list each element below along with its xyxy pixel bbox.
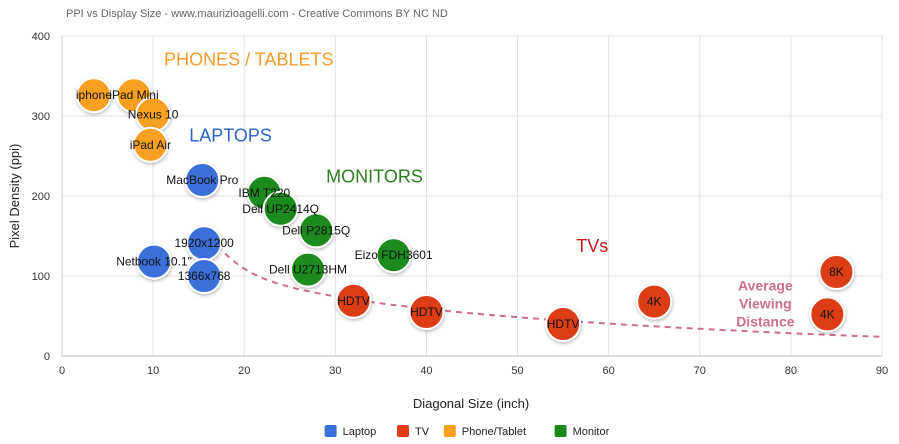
- x-tick-label: 70: [694, 365, 706, 377]
- bubble-label: iPad Mini: [109, 88, 158, 102]
- annotation-tvs: TVs: [576, 236, 608, 256]
- x-tick-label: 0: [59, 365, 65, 377]
- tv-bubble: [809, 296, 846, 333]
- monitor-bubble: [375, 237, 412, 274]
- x-axis-title: Diagonal Size (inch): [413, 396, 529, 411]
- viewing-distance-label-line: Viewing: [739, 295, 792, 311]
- x-tick-label: 30: [329, 365, 341, 377]
- legend: Laptop TV Phone/Tablet Monitor: [324, 425, 610, 438]
- bubble-label: Nexus 10: [128, 107, 179, 121]
- bubble-label: Dell U2713HM: [269, 263, 347, 277]
- bubble-label: 4K: [647, 295, 662, 309]
- viewing-distance-label-line: Average: [738, 277, 793, 293]
- y-tick-label: 0: [44, 351, 50, 363]
- legend-label-phone-tablet: Phone/Tablet: [462, 426, 526, 438]
- bubble-label: Dell UP2414Q: [242, 202, 319, 216]
- x-tick-label: 90: [876, 365, 888, 377]
- phone-tablet-bubble: [132, 126, 169, 163]
- x-tick-label: 10: [147, 365, 159, 377]
- viewing-distance-label: Average Viewing Distance: [736, 277, 795, 329]
- y-axis-title: Pixel Density (ppi): [7, 144, 22, 249]
- viewing-distance-label-line: Distance: [736, 313, 795, 329]
- monitor-bubble: [298, 212, 335, 249]
- laptop-bubble: [136, 243, 173, 280]
- x-tick-label: 20: [238, 365, 250, 377]
- annotation-laptops: LAPTOPS: [189, 126, 272, 146]
- x-tick-label: 80: [785, 365, 797, 377]
- tv-bubble: [335, 282, 372, 319]
- bubble-label: 8K: [829, 265, 844, 279]
- annotation-monitors: MONITORS: [326, 166, 423, 186]
- legend-label-tv: TV: [415, 426, 430, 438]
- bubble-label: 1366x768: [178, 269, 231, 283]
- legend-swatch-phone-tablet: [443, 425, 456, 437]
- tv-bubble: [408, 294, 445, 330]
- bubble-label: Dell P2815Q: [282, 223, 350, 237]
- y-tick-label: 100: [32, 271, 50, 283]
- x-tick-label: 40: [420, 365, 432, 377]
- bubble-label: iphone: [76, 88, 112, 102]
- legend-swatch-laptop: [324, 425, 337, 437]
- y-tick-label: 400: [32, 31, 50, 43]
- x-tick-label: 50: [511, 365, 523, 377]
- axes: Diagonal Size (inch) Pixel Density (ppi)…: [7, 31, 888, 411]
- chart-caption: PPI vs Display Size - www.maurizioagelli…: [66, 8, 448, 20]
- bubble-label: Eizo FDH3601: [355, 248, 433, 262]
- bubble-label: HDTV: [337, 294, 370, 308]
- legend-label-laptop: Laptop: [343, 426, 377, 438]
- annotation-phones-tablets: PHONES / TABLETS: [164, 50, 333, 70]
- x-tick-label: 60: [603, 365, 615, 377]
- legend-swatch-monitor: [554, 425, 567, 437]
- y-tick-label: 200: [32, 191, 50, 203]
- bubble-label: iPad Air: [130, 138, 171, 152]
- tv-bubble: [545, 306, 582, 342]
- monitor-bubble: [290, 251, 326, 288]
- phone-tablet-bubble: [75, 77, 112, 114]
- tv-bubble: [636, 283, 673, 320]
- bubbles: MacBook Pro 1920x1200 Netbook 10.1"1366x76…: [75, 77, 855, 342]
- tv-bubble: [818, 254, 855, 290]
- bubble-label: Netbook 10.1": [116, 255, 192, 269]
- monitor-bubble: [262, 190, 299, 227]
- bubble-label: 4K: [820, 307, 835, 321]
- viewing-distance-curve-group: Average Viewing Distance: [216, 245, 883, 338]
- bubble-label: IBM T220: [238, 186, 290, 200]
- laptop-bubble: [184, 162, 221, 198]
- bubble-label: HDTV: [547, 317, 580, 331]
- y-tick-label: 300: [32, 111, 50, 123]
- annotations: PHONES / TABLETS LAPTOPS MONITORS TVs: [164, 50, 608, 256]
- bubble-label: 1920x1200: [174, 236, 234, 250]
- legend-label-monitor: Monitor: [573, 426, 610, 438]
- laptop-bubble: [186, 258, 223, 294]
- legend-swatch-tv: [397, 425, 409, 437]
- bubble-label: HDTV: [410, 305, 443, 319]
- bubble-label: MacBook Pro: [166, 173, 238, 187]
